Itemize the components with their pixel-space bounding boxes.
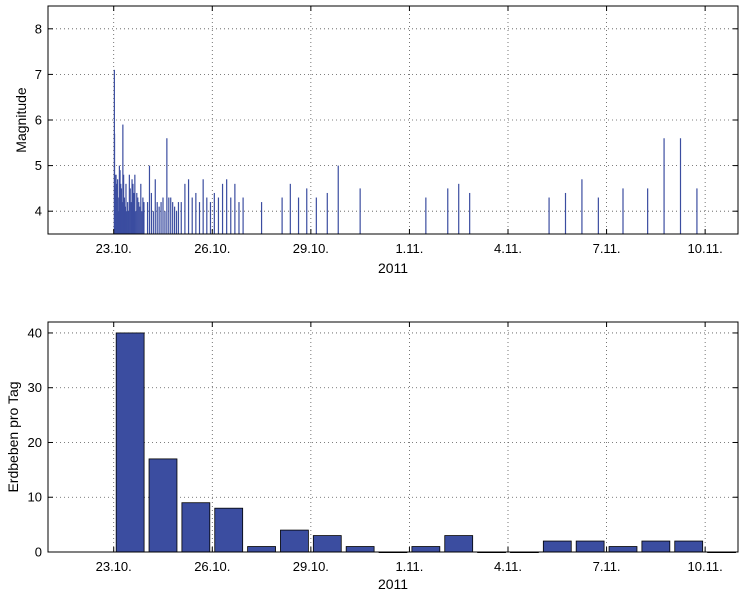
magnitude-x-tick-label: 23.10.	[96, 241, 132, 256]
magnitude-y-tick-label: 4	[35, 204, 42, 219]
daily-count-y-tick-label: 10	[28, 490, 42, 505]
magnitude-grid	[48, 6, 738, 234]
magnitude-x-axis-label: 2011	[378, 260, 408, 276]
daily-count-x-tick-label: 7.11.	[593, 559, 621, 574]
daily-count-x-tick-label: 29.10.	[293, 559, 329, 574]
daily-count-y-tick-label: 20	[28, 435, 42, 450]
daily-count-bar	[411, 546, 441, 553]
magnitude-y-axis-label: Magnitude	[13, 87, 29, 153]
daily-count-y-tick-label: 40	[28, 325, 42, 340]
magnitude-x-ticks: 23.10. 26.10. 29.10. 1.11. 4.11. 7.11. 10.11.	[96, 6, 723, 256]
magnitude-y-tick-label: 8	[35, 21, 42, 36]
daily-count-x-axis-label: 2011	[378, 576, 408, 592]
magnitude-y-tick-label: 6	[35, 113, 42, 128]
magnitude-stems	[113, 69, 698, 234]
daily-count-y-ticks: 0 10 20 30 40	[28, 325, 738, 560]
magnitude-x-tick-label: 1.11.	[395, 241, 423, 256]
daily-count-bar	[674, 540, 704, 553]
daily-count-y-axis-label: Erdbeben pro Tag	[5, 381, 21, 492]
daily-count-bar	[214, 507, 244, 553]
daily-count-x-tick-label: 23.10.	[96, 559, 132, 574]
magnitude-y-ticks: 4 5 6 7 8	[35, 21, 738, 219]
daily-count-bar	[444, 535, 474, 553]
daily-count-x-tick-label: 10.11.	[688, 559, 723, 574]
daily-count-bar	[280, 529, 309, 553]
daily-count-bar	[542, 540, 572, 553]
daily-count-x-tick-label: 1.11.	[395, 559, 423, 574]
daily-count-x-tick-label: 26.10.	[194, 559, 230, 574]
daily-count-bar	[115, 332, 145, 553]
magnitude-panel: 4 5 6 7 8 23.10. 26.10. 29.10. 1.11. 4.11. 7.11. 1…	[13, 5, 739, 276]
daily-count-bar	[575, 540, 605, 553]
daily-count-bars	[115, 332, 736, 554]
magnitude-y-tick-label: 5	[35, 158, 42, 173]
daily-count-bar	[608, 546, 638, 553]
magnitude-x-tick-label: 26.10.	[194, 241, 230, 256]
daily-count-y-tick-label: 0	[35, 545, 42, 560]
magnitude-y-tick-label: 7	[35, 67, 42, 82]
daily-count-bar	[345, 546, 375, 553]
daily-count-bar	[247, 546, 276, 553]
daily-count-y-tick-label: 30	[28, 380, 42, 395]
magnitude-x-tick-label: 10.11.	[688, 241, 723, 256]
magnitude-x-tick-label: 29.10.	[293, 241, 329, 256]
daily-count-bar	[181, 502, 211, 553]
daily-count-bar	[641, 540, 671, 553]
magnitude-x-tick-label: 7.11.	[593, 241, 621, 256]
magnitude-x-tick-label: 4.11.	[494, 241, 522, 256]
daily-count-x-ticks: 23.10. 26.10. 29.10. 1.11. 4.11. 7.11. 10.11.	[96, 322, 723, 574]
daily-count-panel: 0 10 20 30 40 23.10. 26.10. 29.10. 1.11. 4.11. 7.…	[5, 321, 739, 592]
daily-count-bar	[312, 535, 342, 553]
daily-count-axes-frame	[47, 321, 739, 553]
daily-count-x-tick-label: 4.11.	[494, 559, 522, 574]
daily-count-bar	[148, 458, 178, 553]
